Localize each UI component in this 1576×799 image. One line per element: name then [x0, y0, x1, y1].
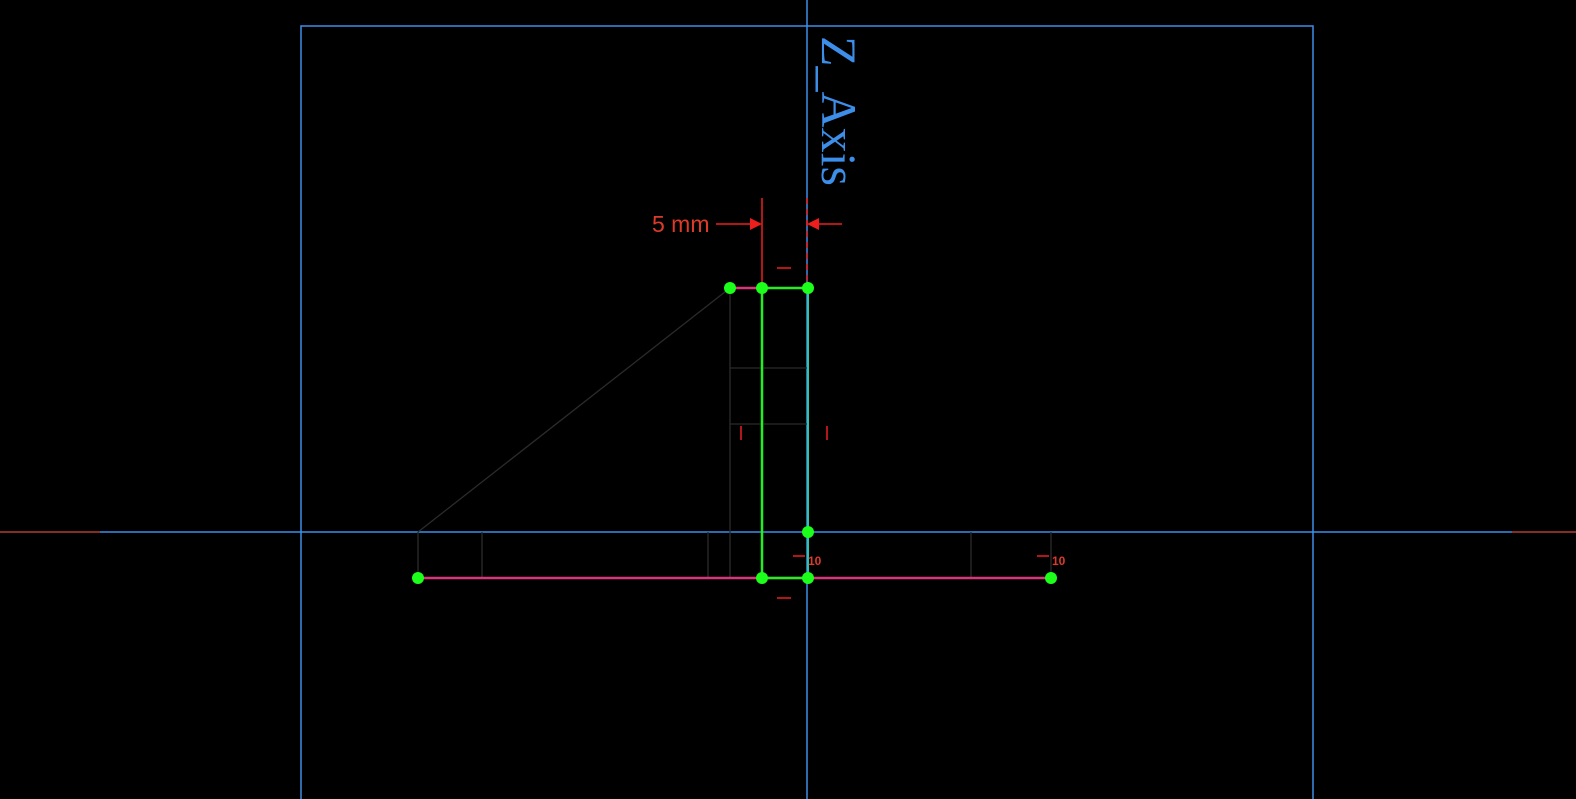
constraint-glyphs — [740, 267, 1049, 599]
dimension-arrow-left-icon — [750, 218, 762, 230]
vertex-icon[interactable] — [756, 282, 768, 294]
vertex-icon[interactable] — [756, 572, 768, 584]
vertices[interactable] — [412, 282, 1057, 584]
vertex-icon[interactable] — [412, 572, 424, 584]
ghost-geometry — [417, 287, 1052, 578]
horizontal-dimension[interactable]: 5 mm — [652, 198, 842, 288]
vertex-icon[interactable] — [802, 282, 814, 294]
constraint-label-left[interactable]: 10 — [808, 554, 822, 568]
dimension-arrow-right-icon — [807, 218, 819, 230]
ghost-diagonal — [417, 287, 731, 533]
sketch-profile[interactable] — [760, 286, 808, 580]
vertex-icon[interactable] — [724, 282, 736, 294]
vertex-icon[interactable] — [802, 572, 814, 584]
vertex-icon[interactable] — [1045, 572, 1057, 584]
constraint-label-right[interactable]: 10 — [1052, 554, 1066, 568]
dimension-value-label[interactable]: 5 mm — [652, 211, 710, 237]
vertex-icon[interactable] — [802, 526, 814, 538]
z-axis-label: Z_Axis — [811, 36, 867, 186]
